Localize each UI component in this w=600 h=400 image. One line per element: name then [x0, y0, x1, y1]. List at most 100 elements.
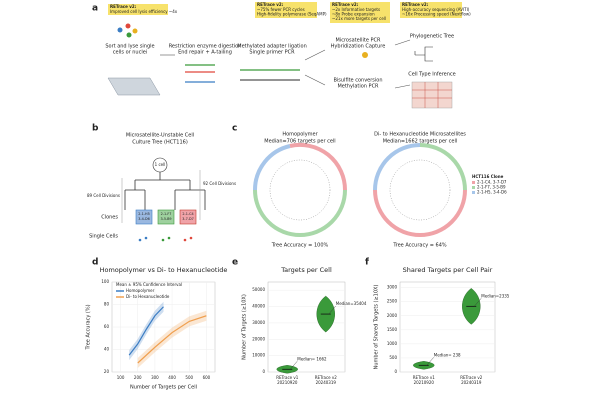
- x-axis-label: Number of Targets per Cell: [130, 385, 197, 391]
- y-tick-label: 60: [104, 324, 110, 329]
- clone-label: 3-5-B9: [160, 217, 171, 221]
- step-label: Methylation PCR: [337, 84, 379, 90]
- x-tick-label: 100: [117, 375, 125, 380]
- step-label: Hybridization Capture: [331, 44, 386, 50]
- x-tick-label: 300: [151, 375, 159, 380]
- y-tick-label: 3000: [387, 285, 398, 290]
- x-tick-label: 400: [168, 375, 176, 380]
- median-annotation: Median=2335: [481, 293, 510, 298]
- callout-box: [255, 2, 317, 18]
- x-tick-date: 20210920: [277, 380, 298, 385]
- annotation-leader: [426, 357, 434, 366]
- callout-line: ~75% fewer PCR cycles: [257, 7, 305, 12]
- y-tick-label: 0: [394, 369, 397, 374]
- y-tick-label: 2500: [387, 299, 398, 304]
- step-label: Microsatellite PCR: [336, 38, 381, 44]
- clone-label: 3-7-D7: [182, 217, 194, 221]
- y-axis-label: Number of Targets (≥10X): [242, 294, 248, 360]
- tree-title: Median=1662 targets per cell: [383, 139, 458, 145]
- division-label: 92 Cell Divisions: [203, 181, 236, 186]
- step-label: Methylated adapter ligation: [237, 44, 306, 50]
- y-tick-label: 40000: [252, 304, 265, 309]
- step-label: Cell Type Inference: [408, 72, 456, 78]
- callout-title: RETrace v2:: [402, 2, 429, 7]
- division-label: 89 Cell Divisions: [87, 193, 120, 198]
- callout-box: [108, 4, 168, 15]
- y-tick-label: 500: [389, 355, 397, 360]
- legend-label: 2-1-F7, 3-5-B9: [477, 185, 506, 190]
- step-label: Bisulfite conversion: [333, 78, 382, 84]
- chart-title: Shared Targets per Cell Pair: [403, 266, 493, 274]
- ci-band: [137, 310, 207, 368]
- clone-label: 2-1-F7: [161, 212, 172, 216]
- y-tick-label: 20: [104, 369, 110, 374]
- callout-line: High-fidelity polymerase (SeqAMP): [257, 12, 327, 17]
- y-tick-label: 0: [262, 369, 265, 374]
- y-tick-label: 40: [104, 347, 110, 352]
- median-annotation: Median= 1662: [297, 356, 327, 361]
- x-tick-label: RETrace v2: [315, 375, 338, 380]
- legend-label: Homopolymer: [126, 288, 155, 293]
- workflow-icons: [107, 23, 453, 109]
- step-label: Sort and lyse single: [105, 44, 154, 50]
- callout-line: High-accuracy sequencing (AVITI): [402, 7, 470, 12]
- root-label: 1 cell: [155, 162, 166, 167]
- legend-swatch: [472, 191, 475, 194]
- y-axis-label: Number of Shared Targets (≥10X): [374, 285, 380, 370]
- tree-title: Culture Tree (HCT116): [132, 140, 188, 146]
- cells-label: Single Cells: [89, 234, 118, 240]
- callout-line: ~2x Informative targets: [332, 7, 380, 12]
- step-label: Restriction enzyme digestion: [169, 44, 242, 50]
- panel-label: b: [92, 124, 99, 134]
- x-tick-date: 20210920: [414, 380, 435, 385]
- tree-accuracy: Tree Accuracy = 64%: [392, 243, 447, 249]
- x-tick-label: 500: [185, 375, 193, 380]
- x-tick-label: 200: [134, 375, 142, 380]
- legend-label: Di- to Hexanucleotide: [126, 294, 170, 299]
- tree-title: Homopolymer: [282, 132, 318, 138]
- callout-box: [330, 2, 390, 23]
- y-tick-label: 1500: [387, 327, 398, 332]
- y-tick-label: 2000: [387, 313, 398, 318]
- x-tick-date: 20240319: [316, 380, 337, 385]
- clone-label: 2-1-C4: [182, 212, 193, 216]
- panel-label: d: [92, 258, 98, 268]
- series-line: [137, 315, 207, 364]
- callout-line: Improved cell lysis efficiency ~4x: [110, 9, 178, 14]
- x-tick-date: 20240319: [461, 380, 482, 385]
- legend-swatch: [472, 186, 475, 189]
- tree-title: Microsatellite-Unstable Cell: [126, 133, 194, 139]
- root-node: [152, 157, 168, 173]
- median-annotation: Median= 238: [434, 352, 461, 357]
- tree-accuracy: Tree Accuracy = 100%: [271, 243, 329, 249]
- legend-label: 2-1-C4, 3-7-D7: [477, 180, 507, 185]
- clone-label: 2-1-H5: [138, 212, 149, 216]
- y-tick-label: 80: [104, 302, 110, 307]
- clone-label: 3-4-D6: [138, 217, 150, 221]
- tree-title: Median=706 targets per cell: [264, 139, 335, 145]
- step-label: Phylogenetic Tree: [410, 34, 454, 40]
- clone-boxes: [135, 209, 197, 242]
- x-tick-label: RETrace v2: [460, 375, 483, 380]
- clones-label: Clones: [101, 215, 118, 221]
- series-line: [128, 306, 164, 356]
- y-tick-label: 10000: [252, 353, 265, 358]
- y-tick-label: 30000: [252, 320, 265, 325]
- chart-title: Targets per Cell: [280, 266, 332, 274]
- callout-title: RETrace v2:: [110, 4, 137, 9]
- y-tick-label: 1000: [387, 341, 398, 346]
- callout-line: ~8x Probe expansion: [332, 12, 375, 17]
- step-label: Single primer PCR: [249, 50, 295, 56]
- y-axis-label: Tree Accuracy (%): [86, 304, 92, 350]
- chart-title: Homopolymer vs Di- to Hexanucleotide: [100, 266, 228, 274]
- annotation-leader: [328, 305, 336, 315]
- legend-title: HCT116 Clone: [472, 174, 504, 179]
- panel-label: a: [92, 4, 98, 14]
- tree-title: Di- to Hexanucleotide Microsatellites: [374, 132, 466, 138]
- callout-line: ~16x Processing speed (Nextflow): [402, 12, 471, 17]
- y-tick-label: 50000: [252, 287, 265, 292]
- callout-title: RETrace v2:: [257, 2, 284, 7]
- legend-label: 2-1-H5, 3-4-D6: [477, 190, 507, 195]
- panel-label: c: [232, 124, 237, 134]
